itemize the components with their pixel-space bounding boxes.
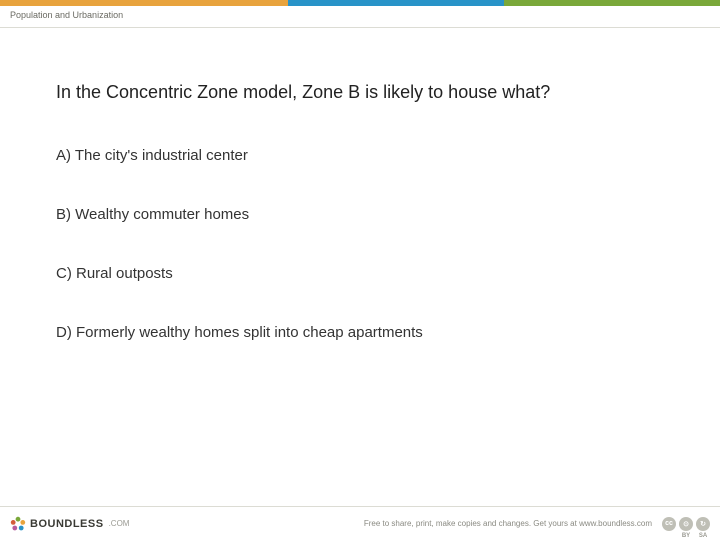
cc-sa-label: SA	[699, 533, 707, 539]
option-a[interactable]: A) The city's industrial center	[56, 147, 664, 164]
logo-suffix: .COM	[109, 519, 130, 528]
boundless-logo[interactable]: BOUNDLESS .COM	[10, 516, 129, 532]
topbar-seg-2	[288, 0, 504, 6]
cc-sa-icon: ↻SA	[696, 517, 710, 531]
cc-by-icon: ⊙BY	[679, 517, 693, 531]
footer-tagline: Free to share, print, make copies and ch…	[129, 519, 662, 528]
option-b[interactable]: B) Wealthy commuter homes	[56, 206, 664, 223]
cc-badges: cc ⊙BY ↻SA	[662, 517, 710, 531]
option-c[interactable]: C) Rural outposts	[56, 265, 664, 282]
topbar-seg-1	[0, 0, 288, 6]
option-d[interactable]: D) Formerly wealthy homes split into che…	[56, 324, 664, 341]
content-area: In the Concentric Zone model, Zone B is …	[0, 28, 720, 341]
cc-by-label: BY	[682, 533, 690, 539]
topbar-seg-3	[504, 0, 720, 6]
cc-icon: cc	[662, 517, 676, 531]
question-text: In the Concentric Zone model, Zone B is …	[56, 82, 664, 103]
logo-text: BOUNDLESS	[30, 518, 104, 530]
footer: BOUNDLESS .COM Free to share, print, make…	[0, 506, 720, 540]
breadcrumb: Population and Urbanization	[10, 10, 710, 20]
logo-flower-icon	[10, 516, 26, 532]
top-accent-bar	[0, 0, 720, 6]
header-row: Population and Urbanization	[0, 6, 720, 28]
cc-label: cc	[665, 520, 673, 527]
